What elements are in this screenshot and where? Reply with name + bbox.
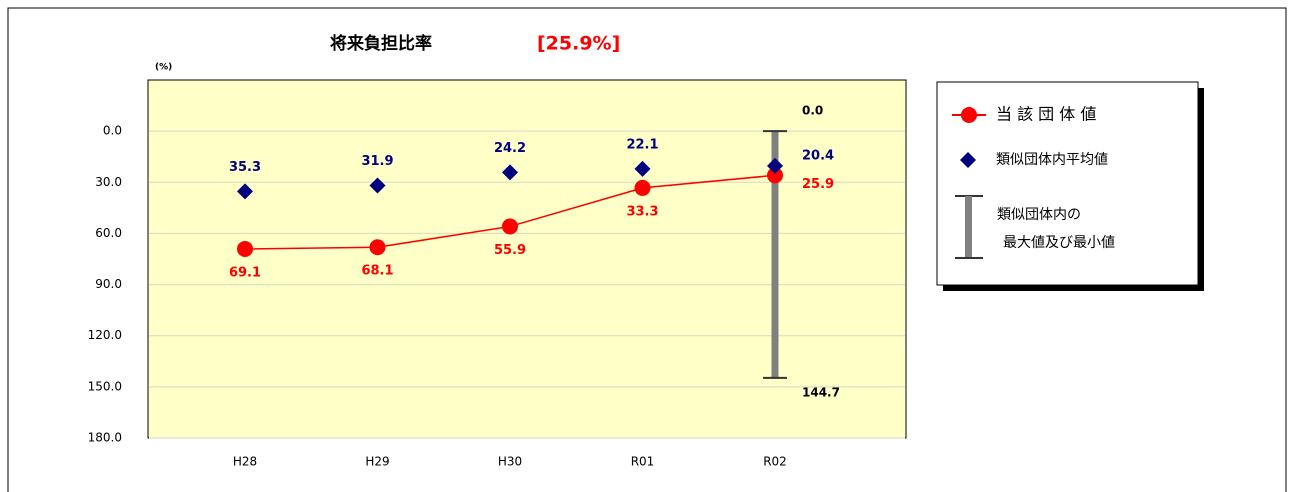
data-label: 68.1 (361, 264, 393, 279)
point (502, 218, 518, 235)
x-tick-label: R01 (631, 455, 655, 469)
point (369, 177, 386, 194)
data-label: 20.4 (802, 148, 834, 163)
data-label: 55.9 (494, 243, 526, 258)
data-label: 24.2 (494, 141, 526, 156)
range-bar (771, 131, 779, 378)
legend-label: 類似団体内の (997, 207, 1081, 223)
y-tick-label: 90.0 (95, 277, 122, 291)
highlight: [25.9%] (537, 33, 620, 55)
chart-title: 将来負担比率 (330, 33, 432, 54)
legend-label: 類似団体内平均値 (996, 152, 1108, 168)
data-label: 31.9 (361, 154, 393, 169)
y-tick-label: 180.0 (88, 431, 122, 445)
x-tick-label: H29 (365, 455, 389, 469)
point (237, 240, 253, 257)
y-tick-label: 120.0 (88, 328, 122, 342)
data-label: 35.3 (229, 160, 261, 175)
x-tick-label: R02 (763, 455, 787, 469)
point (237, 183, 253, 200)
range-label: 144.7 (802, 385, 840, 399)
y-tick-label: 150.0 (88, 379, 122, 393)
x-tick-label: H28 (233, 455, 257, 469)
point (767, 157, 783, 174)
y-tick-label: 0.0 (103, 124, 122, 138)
plot-area (147, 79, 907, 439)
legend-bar (965, 196, 972, 258)
data-label: 22.1 (626, 137, 658, 152)
unit-label: (%) (155, 63, 172, 73)
x-tick-label: H30 (498, 455, 522, 469)
point (634, 179, 651, 196)
point (502, 164, 518, 181)
legend-label: 当 該 団 体 値 (996, 105, 1096, 124)
y-tick-label: 60.0 (95, 226, 122, 240)
point (634, 160, 651, 177)
data-label: 25.9 (802, 177, 834, 192)
legend-marker (960, 152, 976, 168)
legend-label: 最大値及び最小値 (1003, 235, 1115, 251)
point (369, 239, 386, 256)
data-label: 69.1 (229, 265, 261, 280)
point (767, 167, 783, 184)
y-tick-label: 30.0 (95, 175, 122, 189)
range-label: 0.0 (802, 104, 823, 118)
legend-marker (961, 107, 977, 123)
data-label: 33.3 (626, 204, 658, 219)
